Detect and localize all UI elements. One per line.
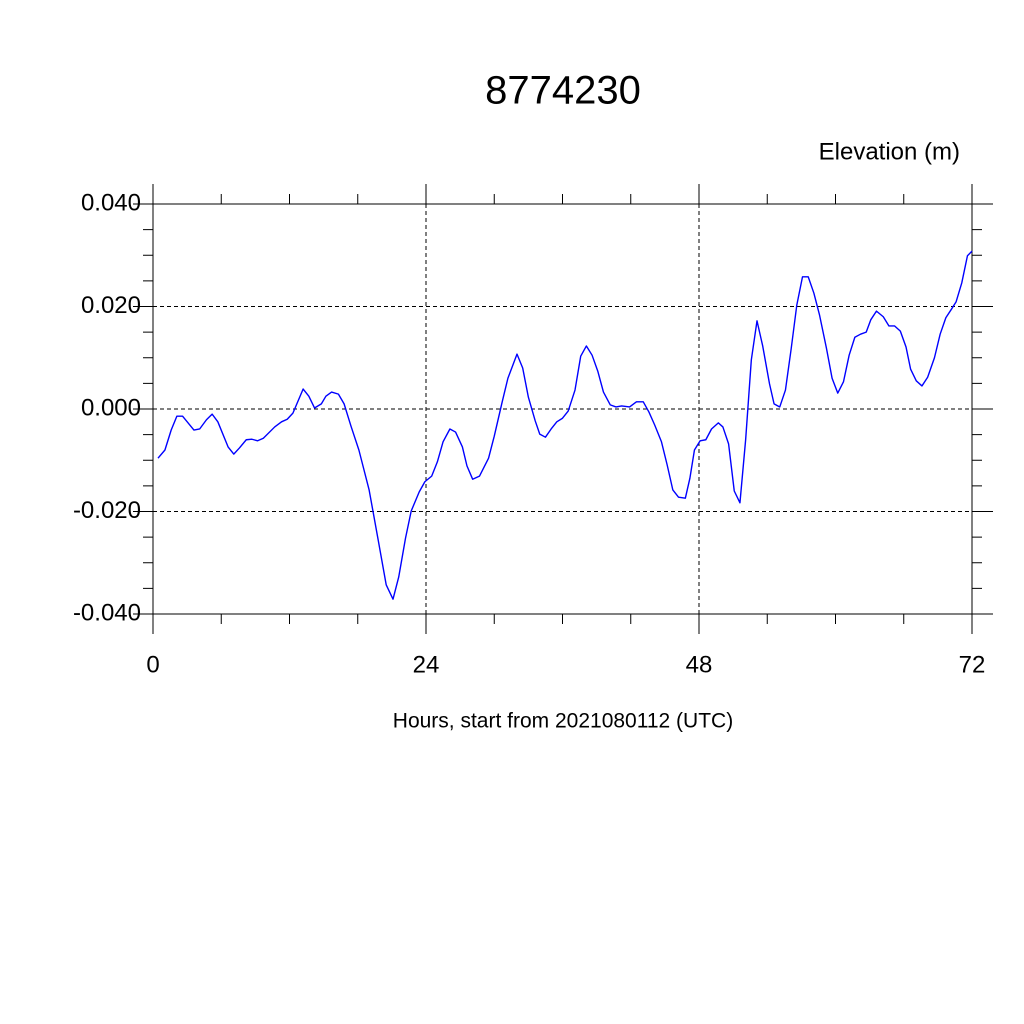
y-axis-unit: Elevation (m) [819, 138, 960, 165]
data-line [157, 250, 973, 600]
chart-title: 8774230 [485, 69, 641, 113]
x-tick-label: 24 [413, 651, 440, 678]
y-tick-label: -0.040 [73, 599, 141, 626]
plot-frame [152, 203, 973, 615]
x-tick-label: 72 [959, 651, 986, 678]
x-tick-label: 0 [146, 651, 159, 678]
y-tick-label: -0.020 [73, 497, 141, 524]
x-tick-label: 48 [686, 651, 713, 678]
y-tick-label: 0.020 [81, 292, 141, 319]
y-tick-label: 0.040 [81, 189, 141, 216]
y-tick-label: 0.000 [81, 394, 141, 421]
x-axis-label: Hours, start from 2021080112 (UTC) [393, 710, 733, 733]
